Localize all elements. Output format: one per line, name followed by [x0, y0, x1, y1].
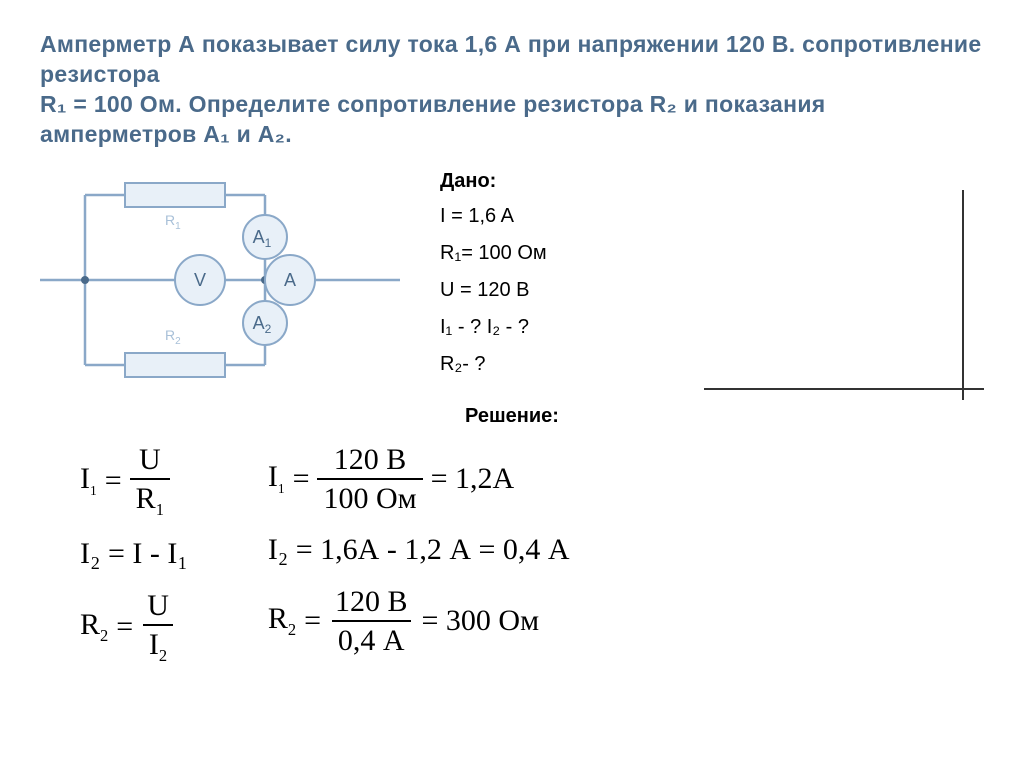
circuit-diagram: V A A1 A2 R1 R2 [40, 165, 400, 395]
solution-block: I1 = U R1 I₂ = I - I₁ R2 = U I2 I1 = 120… [40, 443, 984, 665]
calc-i2: I₂ = 1,6А - 1,2 А = 0,4 А [268, 533, 570, 567]
given-line: I = 1,6 A [440, 205, 984, 228]
given-line: U = 120 В [440, 279, 984, 302]
formula-r2: R2 = U I2 [80, 589, 188, 665]
r2-label: R2 [165, 327, 181, 347]
calc-r2: R2 = 120 В 0,4 А = 300 Ом [268, 585, 570, 657]
solution-title: Решение: [40, 405, 984, 428]
given-line: R₁= 100 Ом [440, 242, 984, 265]
problem-title: Амперметр А показывает силу тока 1,6 А п… [40, 30, 984, 150]
given-line: I₁ - ? I₂ - ? [440, 316, 984, 339]
given-vertical-line [962, 190, 964, 400]
given-horizontal-line [704, 388, 984, 390]
given-block: Дано: I = 1,6 A R₁= 100 Ом U = 120 В I₁ … [440, 165, 984, 395]
formulas-numeric: I1 = 120 В 100 Ом = 1,2А I₂ = 1,6А - 1,2… [268, 443, 570, 665]
given-title: Дано: [440, 170, 984, 193]
ammeter-label: A [284, 270, 296, 290]
formulas-symbolic: I1 = U R1 I₂ = I - I₁ R2 = U I2 [80, 443, 188, 665]
calc-i1: I1 = 120 В 100 Ом = 1,2А [268, 443, 570, 515]
formula-i1: I1 = U R1 [80, 443, 188, 519]
r1-label: R1 [165, 212, 181, 232]
voltmeter-label: V [194, 270, 206, 290]
given-line: R₂- ? [440, 353, 984, 376]
formula-i2: I₂ = I - I₁ [80, 537, 188, 571]
